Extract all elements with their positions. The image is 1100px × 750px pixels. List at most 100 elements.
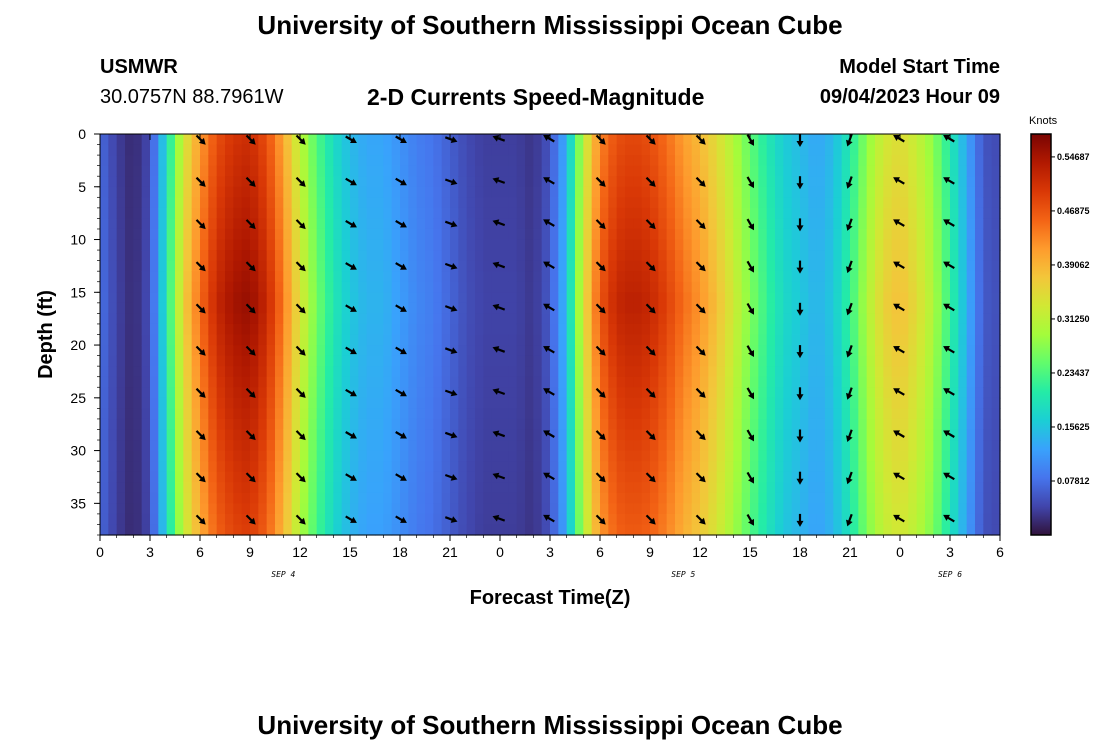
heatmap-cell — [833, 134, 843, 146]
heatmap-cell — [341, 376, 351, 388]
heatmap-cell — [366, 461, 376, 473]
heatmap-cell — [141, 313, 151, 325]
heatmap-cell — [616, 155, 626, 167]
heatmap-cell — [366, 503, 376, 515]
heatmap-cell — [275, 482, 284, 494]
heatmap-cell — [241, 503, 251, 515]
heatmap-cell — [483, 440, 493, 452]
x-tick-label: 6 — [996, 544, 1004, 560]
x-tick-label: 3 — [146, 544, 154, 560]
heatmap-cell — [791, 397, 801, 409]
heatmap-cell — [933, 165, 943, 177]
heatmap-cell — [291, 134, 301, 146]
arrow-head — [298, 180, 306, 187]
heatmap-cell — [608, 302, 618, 314]
heatmap-cell — [358, 376, 368, 388]
heatmap-cell — [383, 292, 393, 304]
heatmap-cell — [716, 165, 726, 177]
heatmap-cell — [250, 408, 259, 420]
heatmap-cell — [991, 355, 1001, 367]
heatmap-cell — [308, 134, 318, 146]
heatmap-cell — [341, 408, 351, 420]
heatmap-cell — [925, 302, 934, 314]
heatmap-cell — [625, 134, 634, 146]
heatmap-cell — [575, 239, 584, 251]
heatmap-cell — [441, 376, 451, 388]
heatmap-cell — [458, 450, 468, 462]
heatmap-cell — [100, 260, 109, 272]
current-arrow — [595, 345, 606, 356]
heatmap-cell — [833, 334, 843, 346]
heatmap-cell — [800, 355, 809, 367]
heatmap-cell — [108, 218, 118, 230]
heatmap-cell — [491, 186, 501, 198]
heatmap-cell — [808, 313, 818, 325]
heatmap-cell — [966, 292, 976, 304]
heatmap-cell — [550, 513, 559, 526]
heatmap-cell — [100, 471, 109, 483]
heatmap-cell — [466, 197, 476, 209]
heatmap-cell — [800, 239, 809, 251]
heatmap-cell — [533, 450, 543, 462]
heatmap-cell — [191, 429, 201, 441]
heatmap-cell — [133, 144, 143, 156]
heatmap-cell — [650, 271, 659, 283]
heatmap-cell — [200, 271, 209, 283]
heatmap-cell — [366, 440, 376, 452]
heatmap-cell — [875, 397, 884, 409]
heatmap-cell — [908, 366, 918, 378]
heatmap-cell — [925, 313, 934, 325]
heatmap-cell — [750, 292, 759, 304]
heatmap-cell — [875, 186, 884, 198]
heatmap-cell — [266, 176, 276, 188]
heatmap-cell — [783, 207, 793, 220]
heatmap-cell — [933, 281, 943, 293]
heatmap-cell — [175, 387, 184, 399]
heatmap-cell — [533, 524, 543, 536]
heatmap-cell — [225, 207, 234, 220]
heatmap-cell — [575, 186, 584, 198]
heatmap-cell — [133, 313, 143, 325]
heatmap-cell — [516, 302, 526, 314]
heatmap-cell — [233, 271, 243, 283]
heatmap-cell — [658, 408, 668, 420]
heatmap-cell — [650, 176, 659, 188]
heatmap-cell — [950, 197, 959, 209]
heatmap-cell — [258, 461, 268, 473]
heatmap-cell — [866, 302, 876, 314]
heatmap-cell — [208, 408, 218, 420]
heatmap-cell — [883, 450, 893, 462]
heatmap-cell — [350, 366, 359, 378]
heatmap-cell — [266, 250, 276, 262]
heatmap-cell — [241, 418, 251, 431]
heatmap-cell — [308, 440, 318, 452]
heatmap-cell — [150, 397, 159, 409]
heatmap-cell — [741, 292, 751, 304]
heatmap-cell — [250, 513, 259, 526]
current-arrow — [746, 218, 754, 231]
heatmap-cell — [791, 186, 801, 198]
heatmap-cell — [325, 281, 334, 293]
heatmap-cell — [300, 218, 309, 230]
heatmap-cell — [458, 418, 468, 431]
heatmap-cell — [566, 197, 576, 209]
heatmap-cell — [816, 492, 826, 504]
heatmap-cell — [133, 176, 143, 188]
heatmap-cell — [291, 482, 301, 494]
heatmap-cell — [650, 134, 659, 146]
heatmap-cell — [866, 186, 876, 198]
heatmap-cell — [125, 250, 134, 262]
heatmap-cell — [241, 345, 251, 357]
heatmap-cell — [950, 397, 959, 409]
heatmap-cell — [850, 397, 859, 409]
heatmap-cell — [633, 461, 643, 473]
heatmap-cell — [158, 207, 168, 220]
heatmap-cell — [408, 366, 418, 378]
heatmap-cell — [108, 408, 118, 420]
heatmap-cell — [141, 271, 151, 283]
heatmap-cell — [566, 323, 576, 336]
heatmap-cell — [975, 218, 984, 230]
heatmap-cell — [433, 144, 443, 156]
heatmap-cell — [400, 197, 409, 209]
heatmap-cell — [866, 271, 876, 283]
